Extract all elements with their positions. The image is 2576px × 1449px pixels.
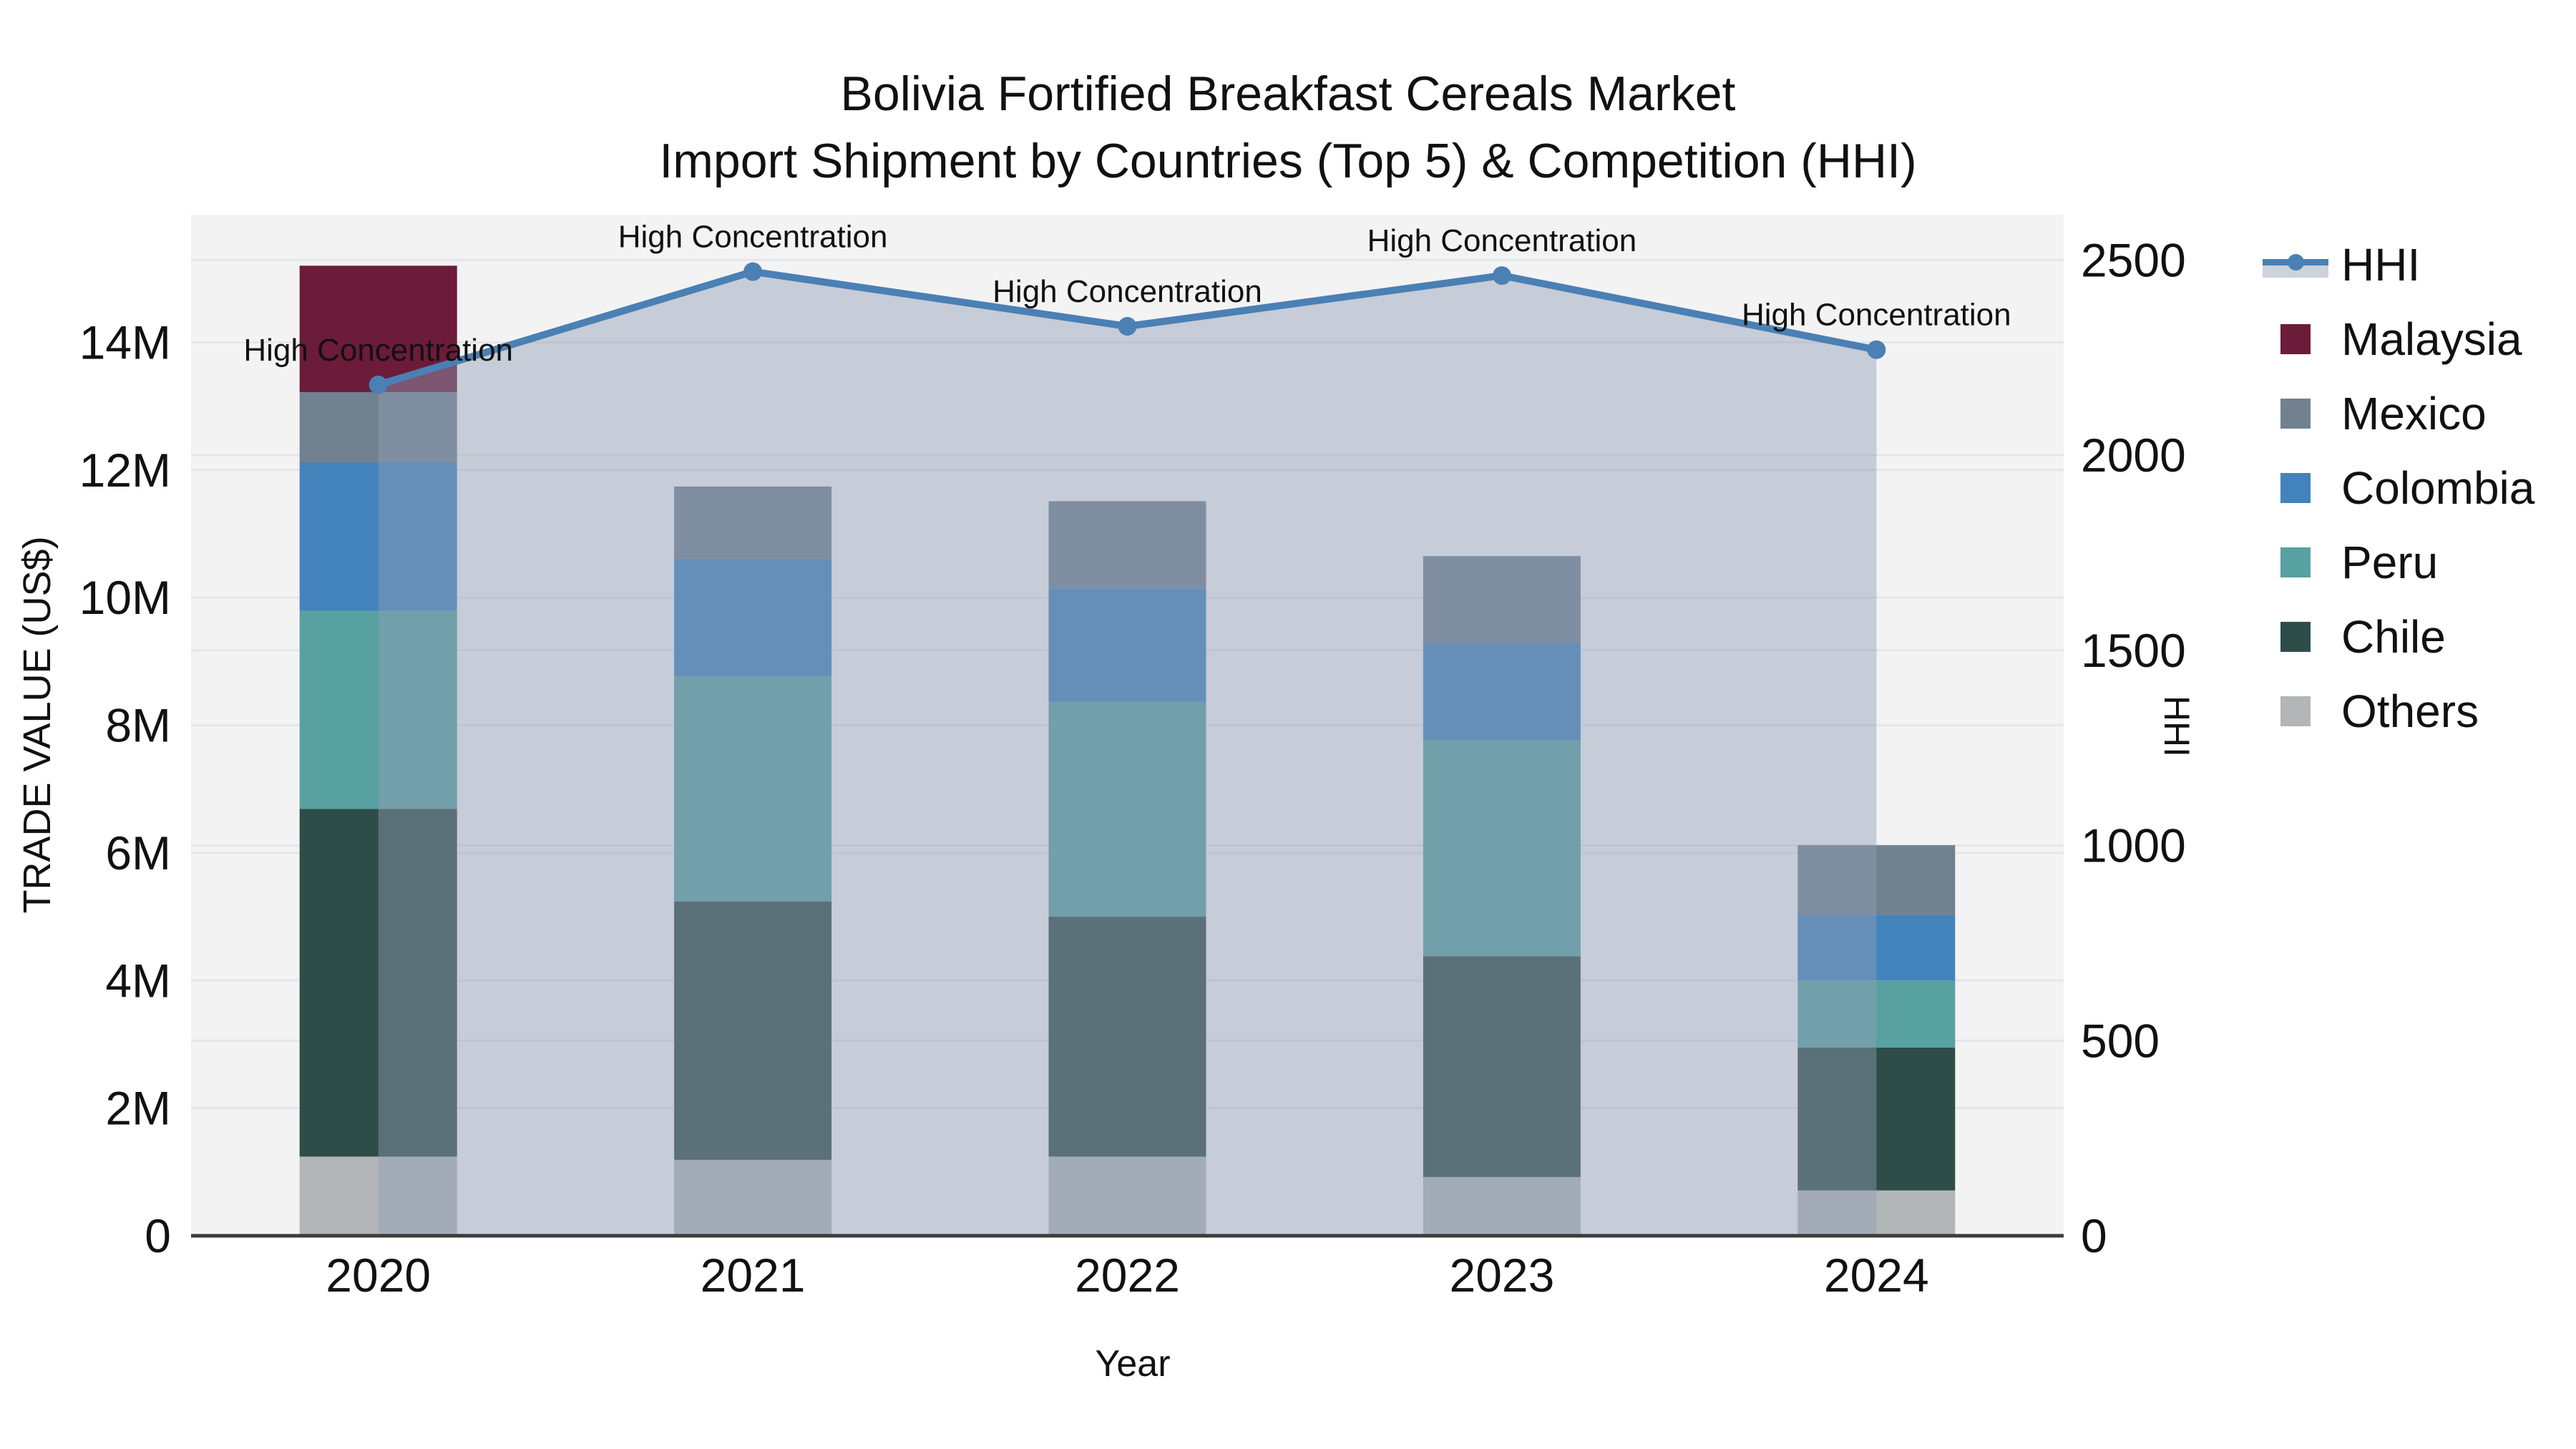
legend-label: Mexico xyxy=(2341,388,2487,439)
bar-2022-chile[interactable] xyxy=(1048,917,1206,1157)
bar-2022-others[interactable] xyxy=(1048,1156,1206,1236)
legend-label: HHI xyxy=(2341,239,2421,291)
bar-2021-chile[interactable] xyxy=(674,901,832,1160)
hhi-point-2023[interactable] xyxy=(1492,266,1511,286)
bar-2023-mexico[interactable] xyxy=(1423,556,1581,643)
legend-swatch-icon xyxy=(2263,324,2328,354)
bar-2022-peru[interactable] xyxy=(1048,701,1206,917)
bar-2021-mexico[interactable] xyxy=(674,486,832,559)
bar-2021-colombia[interactable] xyxy=(674,558,832,676)
bar-2020-mexico[interactable] xyxy=(299,391,457,463)
y2-tick-1500: 1500 xyxy=(2081,624,2186,677)
bar-2024-others[interactable] xyxy=(1797,1190,1956,1236)
y-tick-4M: 4M xyxy=(105,954,171,1007)
chart-title-line1: Bolivia Fortified Breakfast Cereals Mark… xyxy=(840,67,1736,121)
legend-item-chile[interactable]: Chile xyxy=(2263,600,2534,674)
y2-axis-title: HHI xyxy=(2157,695,2197,758)
bar-2021-others[interactable] xyxy=(674,1159,832,1236)
y-tick-8M: 8M xyxy=(105,699,171,752)
chart-title-line2: Import Shipment by Countries (Top 5) & C… xyxy=(659,134,1917,188)
y2-tick-2000: 2000 xyxy=(2081,429,2186,482)
bar-2024-peru[interactable] xyxy=(1797,980,1956,1048)
hhi-point-2021[interactable] xyxy=(743,262,763,281)
bar-2024-mexico[interactable] xyxy=(1797,845,1956,915)
legend-item-others[interactable]: Others xyxy=(2263,674,2534,748)
legend-label: Chile xyxy=(2341,611,2446,663)
y2-tick-500: 500 xyxy=(2081,1014,2160,1067)
hhi-point-2020[interactable] xyxy=(369,375,388,394)
bar-2024-chile[interactable] xyxy=(1797,1047,1956,1191)
legend-swatch-icon xyxy=(2263,547,2328,577)
legend-item-mexico[interactable]: Mexico xyxy=(2263,376,2534,451)
y-tick-14M: 14M xyxy=(79,316,171,369)
legend-swatch-icon xyxy=(2263,473,2328,503)
y-tick-0: 0 xyxy=(145,1209,171,1262)
legend-label: Malaysia xyxy=(2341,313,2522,365)
bar-2020-peru[interactable] xyxy=(299,610,457,809)
legend-swatch-icon xyxy=(2263,622,2328,652)
annotation-2022: High Concentration xyxy=(992,274,1262,309)
x-tick-2023: 2023 xyxy=(1449,1249,1554,1302)
bar-2020-chile[interactable] xyxy=(299,809,457,1157)
legend-swatch-icon xyxy=(2263,696,2328,726)
legend-label: Others xyxy=(2341,686,2479,737)
hhi-area-fill xyxy=(378,271,1877,1236)
bar-2023-chile[interactable] xyxy=(1423,956,1581,1177)
bar-2020-colombia[interactable] xyxy=(299,462,457,611)
legend-item-malaysia[interactable]: Malaysia xyxy=(2263,302,2534,376)
bar-2021-peru[interactable] xyxy=(674,675,832,902)
bar-2023-others[interactable] xyxy=(1423,1176,1581,1236)
annotation-2023: High Concentration xyxy=(1367,223,1637,258)
x-tick-2022: 2022 xyxy=(1075,1249,1180,1302)
annotation-2021: High Concentration xyxy=(618,220,888,255)
bar-2023-peru[interactable] xyxy=(1423,740,1581,957)
annotation-2024: High Concentration xyxy=(1742,298,2011,333)
bar-2022-colombia[interactable] xyxy=(1048,588,1206,702)
y-axis-title: TRADE VALUE (US$) xyxy=(16,536,59,914)
y-tick-12M: 12M xyxy=(79,444,171,497)
bar-2022-mexico[interactable] xyxy=(1048,501,1206,589)
y-tick-10M: 10M xyxy=(79,571,171,624)
annotation-2020: High Concentration xyxy=(243,333,513,368)
bar-2024-colombia[interactable] xyxy=(1797,914,1956,981)
hhi-point-2024[interactable] xyxy=(1867,340,1886,359)
legend-swatch-icon xyxy=(2263,399,2328,429)
y2-tick-2500: 2500 xyxy=(2081,233,2186,286)
chart-title: Bolivia Fortified Breakfast Cereals Mark… xyxy=(0,60,2576,195)
bar-2020-others[interactable] xyxy=(299,1156,457,1236)
legend-label: Peru xyxy=(2341,537,2439,588)
y-tick-2M: 2M xyxy=(105,1082,171,1135)
hhi-point-2022[interactable] xyxy=(1118,317,1137,336)
legend-label: Colombia xyxy=(2341,462,2535,514)
y-tick-6M: 6M xyxy=(105,826,171,879)
y2-tick-0: 0 xyxy=(2081,1209,2107,1262)
legend-line-sample-icon xyxy=(2263,250,2328,279)
x-axis-title: Year xyxy=(1095,1343,1171,1385)
x-tick-2021: 2021 xyxy=(701,1249,806,1302)
legend-item-colombia[interactable]: Colombia xyxy=(2263,451,2534,525)
y2-tick-1000: 1000 xyxy=(2081,819,2186,872)
x-tick-2024: 2024 xyxy=(1824,1249,1929,1302)
legend-item-hhi[interactable]: HHI xyxy=(2263,228,2534,302)
bar-2023-colombia[interactable] xyxy=(1423,643,1581,741)
x-tick-2020: 2020 xyxy=(326,1249,431,1302)
legend: HHI Malaysia Mexico Colombia Peru Chile Others xyxy=(2263,228,2534,748)
legend-item-peru[interactable]: Peru xyxy=(2263,525,2534,600)
